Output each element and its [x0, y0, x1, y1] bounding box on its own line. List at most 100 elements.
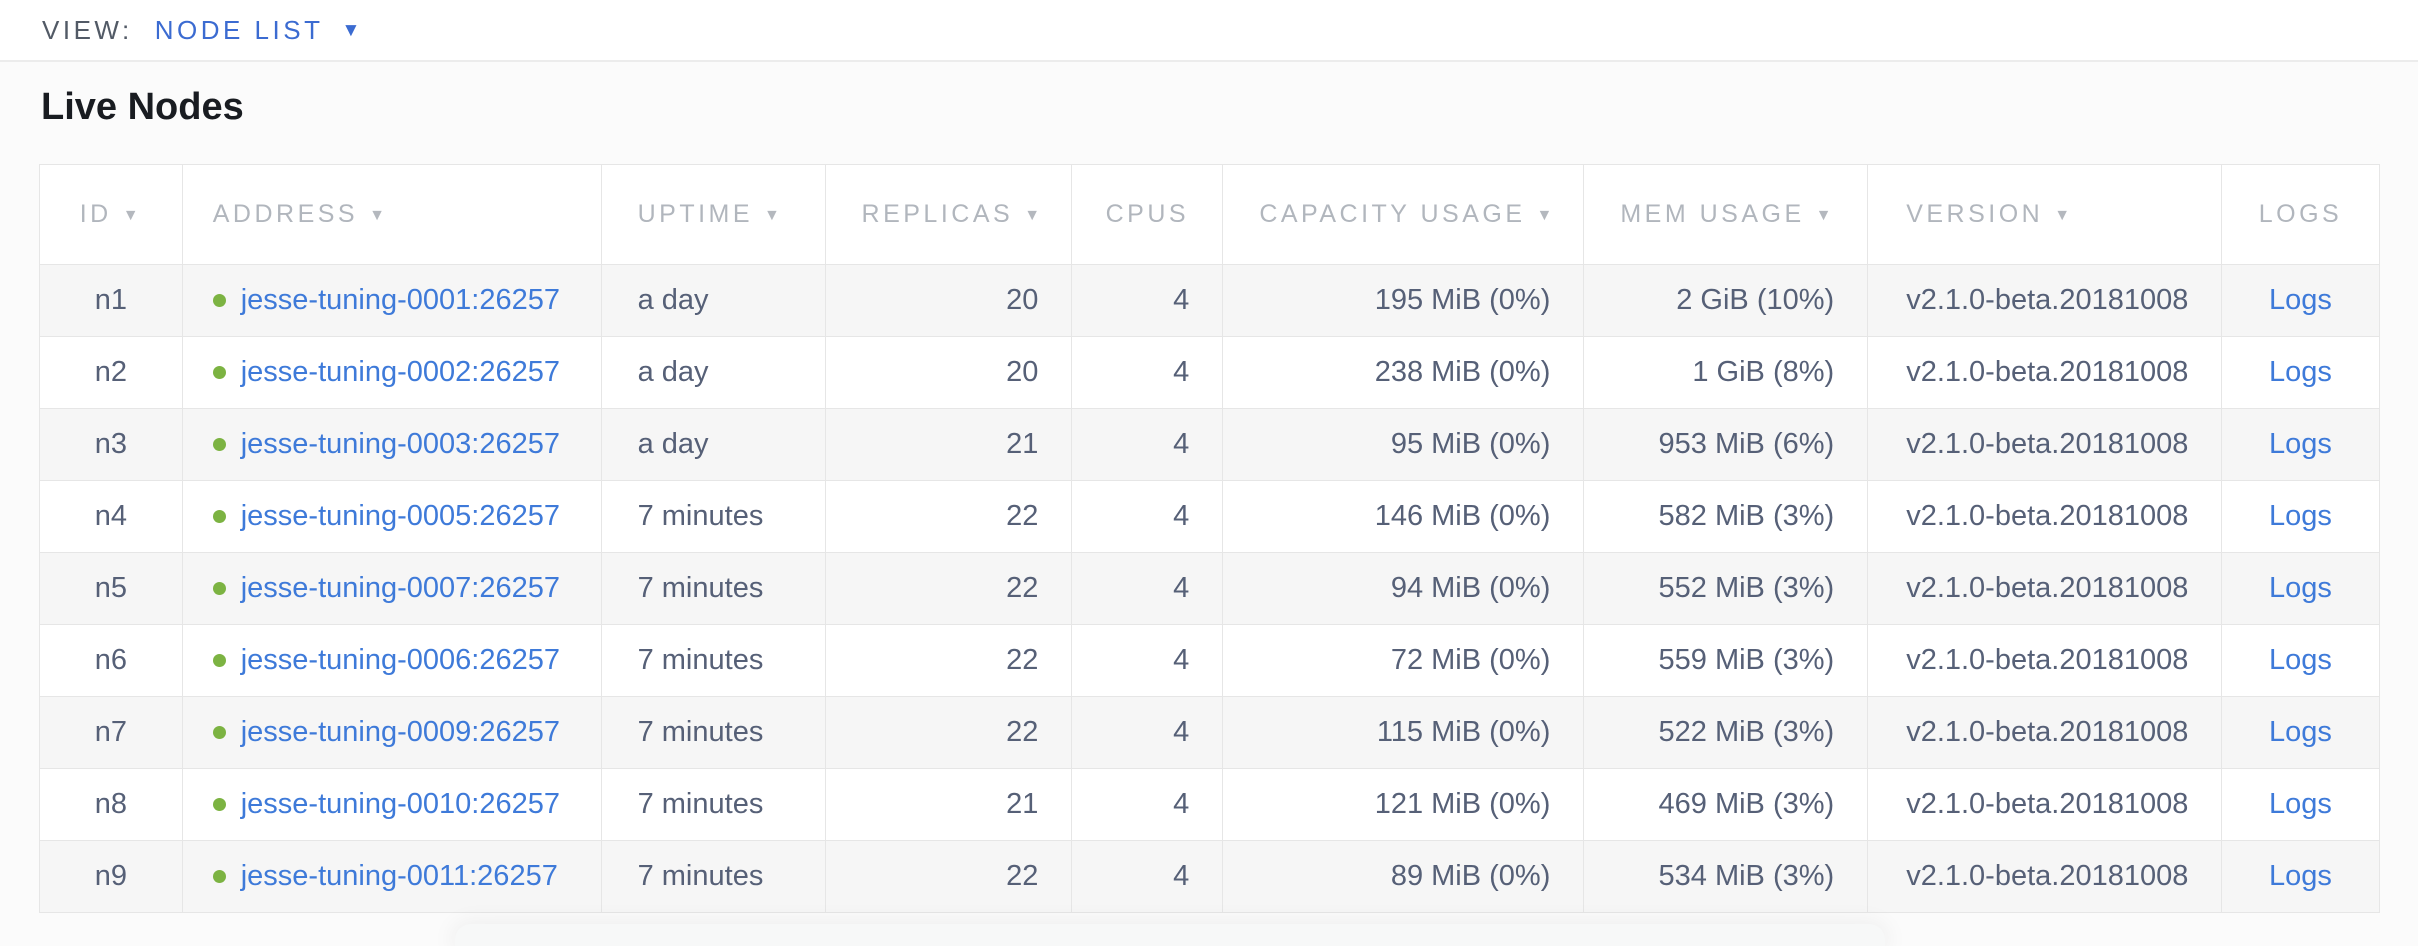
- node-mem_usage-cell: 552 MiB (3%): [1583, 552, 1869, 625]
- node-uptime-cell: a day: [600, 264, 826, 337]
- node-mem_usage-cell: 1 GiB (8%): [1583, 336, 1869, 409]
- node-address-link[interactable]: jesse-tuning-0005:26257: [240, 500, 560, 532]
- node-logs-link[interactable]: Logs: [2269, 572, 2332, 604]
- node-logs-cell: Logs: [2220, 552, 2381, 625]
- node-logs-cell: Logs: [2220, 624, 2381, 697]
- sort-desc-icon: ▼: [2054, 207, 2074, 224]
- node-address-link[interactable]: jesse-tuning-0006:26257: [240, 644, 560, 676]
- sort-desc-icon: ▼: [122, 207, 143, 224]
- node-address-link[interactable]: jesse-tuning-0011:26257: [240, 860, 558, 892]
- node-status-dot: [212, 510, 226, 523]
- node-address-cell: jesse-tuning-0006:26257: [181, 624, 602, 697]
- sort-desc-icon: ▼: [369, 207, 389, 224]
- node-address-cell: jesse-tuning-0011:26257: [181, 840, 602, 913]
- column-header-label: VERSION: [1906, 200, 2044, 228]
- node-status-dot: [212, 582, 226, 595]
- nodes-table-head: ID ▼ ADDRESS ▼ UPTIME ▼ REPLICAS ▼ CPUS CAPACITY …: [39, 164, 2381, 265]
- node-status-dot: [212, 798, 226, 811]
- node-cpus-cell: 4: [1071, 336, 1224, 409]
- node-logs-link[interactable]: Logs: [2269, 644, 2332, 676]
- column-header-mem_usage[interactable]: MEM USAGE ▼: [1583, 164, 1869, 265]
- node-logs-link[interactable]: Logs: [2269, 788, 2332, 820]
- node-address-link[interactable]: jesse-tuning-0007:26257: [240, 572, 560, 604]
- node-version-cell: v2.1.0-beta.20181008: [1867, 624, 2222, 697]
- table-row: n1 jesse-tuning-0001:26257 a day 20 4 195 MiB…: [39, 264, 2381, 337]
- node-version-cell: v2.1.0-beta.20181008: [1867, 768, 2222, 841]
- sort-desc-icon: ▼: [1536, 207, 1556, 224]
- node-version-cell: v2.1.0-beta.20181008: [1867, 840, 2222, 913]
- view-bar: VIEW: NODE LIST ▼: [0, 0, 2418, 62]
- node-address-cell: jesse-tuning-0003:26257: [181, 408, 602, 481]
- table-row: n8 jesse-tuning-0010:26257 7 minutes 21 4 121…: [39, 768, 2381, 841]
- node-mem_usage-cell: 582 MiB (3%): [1583, 480, 1869, 553]
- node-address-cell: jesse-tuning-0005:26257: [181, 480, 602, 553]
- node-replicas-cell: 22: [824, 552, 1073, 625]
- column-header-uptime[interactable]: UPTIME ▼: [600, 164, 826, 265]
- node-capacity_usage-cell: 89 MiB (0%): [1222, 840, 1585, 913]
- node-capacity_usage-cell: 115 MiB (0%): [1222, 696, 1585, 769]
- column-header-label: CAPACITY USAGE: [1259, 200, 1526, 228]
- node-status-dot: [212, 654, 226, 667]
- node-replicas-cell: 22: [824, 624, 1073, 697]
- node-logs-cell: Logs: [2220, 696, 2381, 769]
- node-address-link[interactable]: jesse-tuning-0010:26257: [240, 788, 560, 820]
- node-mem_usage-cell: 559 MiB (3%): [1583, 624, 1869, 697]
- node-version-cell: v2.1.0-beta.20181008: [1867, 480, 2222, 553]
- column-header-version[interactable]: VERSION ▼: [1867, 164, 2222, 265]
- column-header-label: MEM USAGE: [1620, 200, 1805, 228]
- node-uptime-cell: a day: [600, 336, 826, 409]
- node-logs-link[interactable]: Logs: [2269, 428, 2332, 460]
- column-header-logs: LOGS: [2220, 164, 2381, 265]
- node-cpus-cell: 4: [1071, 408, 1224, 481]
- node-replicas-cell: 20: [824, 264, 1073, 337]
- node-address-link[interactable]: jesse-tuning-0009:26257: [240, 716, 560, 748]
- node-mem_usage-cell: 534 MiB (3%): [1583, 840, 1869, 913]
- column-header-address[interactable]: ADDRESS ▼: [181, 164, 602, 265]
- node-cpus-cell: 4: [1071, 840, 1224, 913]
- node-version-cell: v2.1.0-beta.20181008: [1867, 336, 2222, 409]
- page-title: Live Nodes: [41, 86, 244, 128]
- node-logs-cell: Logs: [2220, 264, 2381, 337]
- node-capacity_usage-cell: 121 MiB (0%): [1222, 768, 1585, 841]
- view-selector-dropdown[interactable]: NODE LIST ▼: [155, 15, 361, 46]
- node-cpus-cell: 4: [1071, 264, 1224, 337]
- node-status-dot: [212, 726, 226, 739]
- table-row: n9 jesse-tuning-0011:26257 7 minutes 22 4 89 …: [39, 840, 2381, 913]
- node-id-cell: n5: [39, 552, 183, 625]
- column-header-id[interactable]: ID ▼: [39, 164, 183, 265]
- view-label: VIEW:: [42, 14, 133, 45]
- node-replicas-cell: 22: [824, 840, 1073, 913]
- node-address-cell: jesse-tuning-0001:26257: [181, 264, 602, 337]
- node-address-link[interactable]: jesse-tuning-0002:26257: [240, 356, 560, 388]
- node-uptime-cell: 7 minutes: [600, 480, 826, 553]
- node-version-cell: v2.1.0-beta.20181008: [1867, 696, 2222, 769]
- node-replicas-cell: 20: [824, 336, 1073, 409]
- node-address-link[interactable]: jesse-tuning-0003:26257: [240, 428, 560, 460]
- node-logs-link[interactable]: Logs: [2269, 716, 2332, 748]
- node-uptime-cell: a day: [600, 408, 826, 481]
- node-capacity_usage-cell: 72 MiB (0%): [1222, 624, 1585, 697]
- column-header-capacity_usage[interactable]: CAPACITY USAGE ▼: [1222, 164, 1585, 265]
- node-logs-link[interactable]: Logs: [2269, 284, 2332, 316]
- column-header-replicas[interactable]: REPLICAS ▼: [824, 164, 1073, 265]
- node-address-cell: jesse-tuning-0009:26257: [181, 696, 602, 769]
- node-logs-link[interactable]: Logs: [2269, 356, 2332, 388]
- node-id-cell: n7: [39, 696, 183, 769]
- node-cpus-cell: 4: [1071, 480, 1224, 553]
- node-logs-link[interactable]: Logs: [2269, 500, 2332, 532]
- node-capacity_usage-cell: 94 MiB (0%): [1222, 552, 1585, 625]
- node-logs-cell: Logs: [2220, 768, 2381, 841]
- node-logs-cell: Logs: [2220, 840, 2381, 913]
- column-header-label: ADDRESS: [212, 200, 359, 228]
- node-id-cell: n4: [39, 480, 183, 553]
- node-address-link[interactable]: jesse-tuning-0001:26257: [240, 284, 560, 316]
- node-id-cell: n3: [39, 408, 183, 481]
- bottom-card-edge: [455, 924, 1885, 946]
- node-version-cell: v2.1.0-beta.20181008: [1867, 408, 2222, 481]
- node-status-dot: [212, 366, 226, 379]
- column-header-cpus: CPUS: [1071, 164, 1224, 265]
- node-cpus-cell: 4: [1071, 624, 1224, 697]
- node-version-cell: v2.1.0-beta.20181008: [1867, 264, 2222, 337]
- node-address-cell: jesse-tuning-0010:26257: [181, 768, 602, 841]
- node-logs-link[interactable]: Logs: [2269, 860, 2332, 892]
